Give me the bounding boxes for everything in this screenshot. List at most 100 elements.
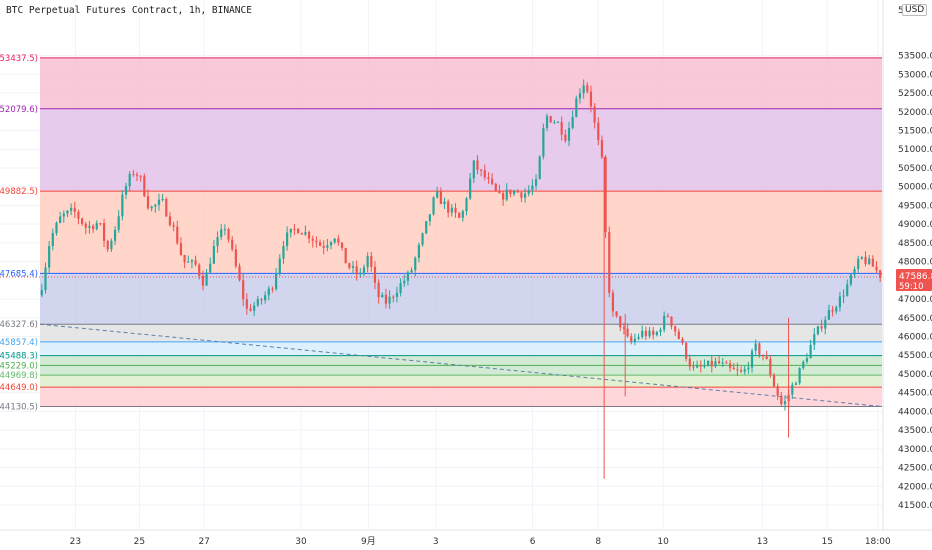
candle-body bbox=[820, 326, 823, 329]
candle-body bbox=[340, 242, 344, 248]
candle-body bbox=[681, 338, 684, 343]
candle-body bbox=[307, 231, 311, 239]
candle-body bbox=[231, 239, 234, 250]
x-tick-label: 10 bbox=[657, 537, 669, 547]
candle-body bbox=[157, 199, 161, 205]
candle-body bbox=[491, 178, 494, 184]
candle-body bbox=[249, 308, 252, 311]
candle-body bbox=[124, 186, 128, 195]
candle-body bbox=[220, 229, 223, 238]
candle-body bbox=[732, 367, 735, 370]
candle-body bbox=[337, 238, 340, 243]
candle-body bbox=[564, 134, 567, 141]
candle-body bbox=[359, 272, 362, 275]
candle-body bbox=[417, 244, 420, 258]
candle-body bbox=[549, 116, 552, 123]
candle-body bbox=[176, 226, 179, 244]
fib-level-label: 6(44649.0) bbox=[0, 383, 38, 393]
candle-body bbox=[871, 258, 874, 267]
chart-title: BTC Perpetual Futures Contract, 1h, BINA… bbox=[6, 5, 252, 16]
y-tick-label: 44000.0 bbox=[898, 407, 932, 417]
candle-body bbox=[472, 160, 475, 179]
candle-body bbox=[542, 127, 545, 157]
x-tick-label: 30 bbox=[295, 537, 307, 547]
x-tick-label: 18:00 bbox=[865, 537, 891, 547]
candle-body bbox=[758, 343, 761, 355]
candle-body bbox=[692, 366, 695, 368]
candle-body bbox=[864, 256, 867, 265]
candle-body bbox=[209, 263, 212, 273]
fib-band bbox=[40, 191, 882, 274]
candle-body bbox=[512, 190, 516, 195]
candle-body bbox=[51, 233, 54, 247]
y-tick-label: 41500.0 bbox=[898, 501, 932, 511]
candle-body bbox=[765, 356, 768, 359]
candle-body bbox=[600, 140, 604, 158]
candle-body bbox=[242, 280, 245, 300]
candle-body bbox=[783, 401, 787, 405]
candle-body bbox=[659, 329, 662, 332]
x-tick-label: 3 bbox=[433, 537, 439, 547]
candle-body bbox=[520, 192, 523, 198]
candle-body bbox=[304, 231, 307, 235]
candle-body bbox=[809, 344, 812, 359]
candle-body bbox=[286, 232, 289, 247]
candle-body bbox=[392, 296, 395, 298]
candle-body bbox=[736, 369, 739, 371]
last-price-badge bbox=[896, 269, 932, 292]
candle-body bbox=[88, 225, 91, 228]
candle-body bbox=[813, 334, 816, 345]
time-axis[interactable]: 23 25 27 30 9月 3 6 8 10 13 15 18:00 bbox=[70, 536, 891, 547]
candle-body bbox=[853, 269, 856, 275]
candle-body bbox=[710, 360, 713, 367]
candle-body bbox=[311, 238, 314, 241]
candle-body bbox=[611, 292, 615, 312]
candle-body bbox=[410, 270, 413, 273]
candle-body bbox=[842, 295, 845, 297]
y-tick-label-top: 5 bbox=[898, 6, 904, 16]
currency-button[interactable]: USD bbox=[902, 4, 928, 16]
candle-body bbox=[198, 264, 201, 276]
x-tick-label: 23 bbox=[70, 537, 81, 547]
candle-body bbox=[84, 223, 87, 228]
candle-body bbox=[377, 282, 380, 298]
candle-body bbox=[739, 370, 743, 372]
candle-body bbox=[300, 233, 303, 235]
candle-body bbox=[567, 127, 571, 141]
fib-band bbox=[40, 355, 882, 366]
y-tick-label: 51500.0 bbox=[898, 126, 932, 136]
fib-level-label: 8(52079.6) bbox=[0, 105, 38, 115]
price-axis[interactable]: 53500.0 53000.0 52500.0 52000.0 51500.0 51000… bbox=[898, 6, 932, 511]
y-tick-label: 53500.0 bbox=[898, 52, 932, 62]
y-tick-label: 49000.0 bbox=[898, 220, 932, 230]
y-tick-label: 52500.0 bbox=[898, 89, 932, 99]
fib-level-label: 2(44969.8) bbox=[0, 371, 38, 381]
candle-body bbox=[234, 249, 237, 267]
y-tick-label: 43000.0 bbox=[898, 445, 932, 455]
candle-body bbox=[630, 336, 633, 342]
candle-body bbox=[190, 260, 194, 262]
candle-body bbox=[264, 295, 267, 301]
candle-body bbox=[498, 191, 501, 194]
candle-body bbox=[154, 204, 157, 207]
candle-body bbox=[55, 222, 58, 234]
candle-body bbox=[875, 266, 878, 271]
candle-body bbox=[776, 386, 779, 396]
candle-body bbox=[641, 330, 644, 337]
candle-body bbox=[121, 194, 124, 217]
candle-body bbox=[66, 210, 69, 214]
candle-body bbox=[227, 229, 230, 240]
candle-body bbox=[326, 245, 329, 248]
candle-body bbox=[245, 299, 248, 309]
candle-body bbox=[201, 275, 205, 286]
candle-body bbox=[366, 256, 369, 268]
candle-body bbox=[110, 240, 113, 250]
candle-body bbox=[553, 122, 556, 124]
y-tick-label: 48500.0 bbox=[898, 239, 932, 249]
candle-body bbox=[483, 170, 486, 178]
candle-body bbox=[212, 246, 215, 264]
fib-level-labels: 6(53437.5) 8(52079.6) 8(49882.5) 8(47685.4)… bbox=[0, 54, 38, 413]
candle-body bbox=[644, 330, 647, 337]
y-tick-label: 53000.0 bbox=[898, 70, 932, 80]
